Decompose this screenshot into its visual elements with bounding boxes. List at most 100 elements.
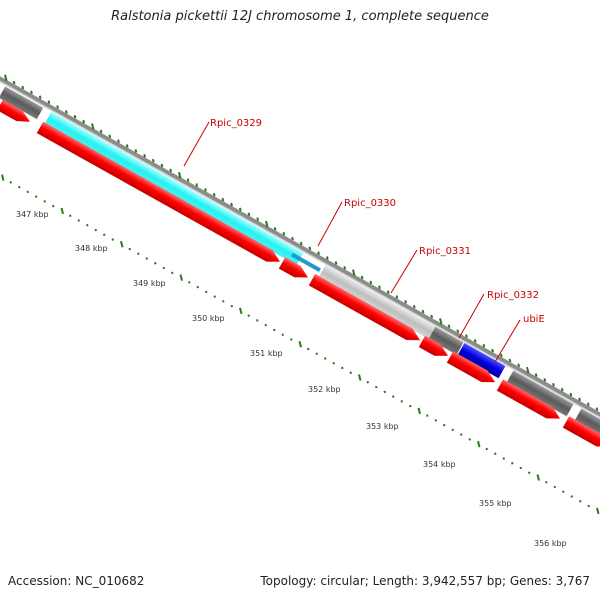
outer-tick <box>230 202 233 207</box>
inner-tick <box>205 290 208 294</box>
gene-label: Rpic_0332 <box>487 290 539 301</box>
cds-arrow <box>278 257 308 278</box>
gene-label: Rpic_0331 <box>419 246 471 257</box>
gene-leader-line <box>183 121 210 167</box>
inner-tick <box>332 362 335 365</box>
outer-tick <box>221 197 225 202</box>
inner-tick <box>120 241 124 248</box>
kbp-tick-label: 356 kbp <box>534 539 567 548</box>
inner-tick <box>579 500 582 503</box>
outer-tick <box>395 295 399 299</box>
gene-label: Rpic_0330 <box>344 198 396 209</box>
outer-tick <box>352 269 356 276</box>
inner-tick <box>52 204 55 208</box>
inner-tick <box>69 214 72 217</box>
outer-tick <box>56 105 59 109</box>
kbp-tick-label: 350 kbp <box>192 314 225 323</box>
outer-tick <box>456 329 460 333</box>
outer-tick <box>317 251 320 255</box>
outer-tick <box>465 334 468 338</box>
gene-leader-line <box>317 201 343 247</box>
inner-tick <box>26 190 29 194</box>
outer-tick <box>151 158 155 163</box>
cds-arrow <box>36 121 281 262</box>
cds-arrow <box>418 335 448 356</box>
inner-tick <box>18 185 21 189</box>
gene-leader-line <box>390 249 418 294</box>
kbp-tick-label: 349 kbp <box>133 279 166 288</box>
inner-tick <box>9 181 12 184</box>
inner-tick <box>35 195 38 198</box>
outer-tick <box>73 115 77 119</box>
inner-tick <box>86 223 89 227</box>
inner-tick <box>230 304 233 308</box>
outer-tick <box>134 149 138 153</box>
inner-tick <box>94 228 97 232</box>
gene-stripe <box>291 252 321 272</box>
outer-tick <box>195 183 199 187</box>
inner-tick <box>298 340 302 348</box>
inner-tick <box>536 474 540 481</box>
outer-tick <box>91 123 95 130</box>
inner-tick <box>137 252 140 256</box>
inner-tick <box>596 507 600 515</box>
outer-tick <box>169 168 173 173</box>
outer-tick <box>534 373 538 377</box>
inner-tick <box>451 428 454 432</box>
outer-tick <box>30 90 33 95</box>
kbp-tick-label: 348 kbp <box>75 244 108 253</box>
inner-tick <box>196 285 199 289</box>
outer-tick <box>238 207 242 212</box>
outer-tick <box>386 290 390 294</box>
inner-tick <box>171 271 174 275</box>
outer-tick <box>256 217 260 221</box>
outer-tick <box>308 246 312 251</box>
outer-tick <box>204 188 207 192</box>
map-title: Ralstonia pickettii 12J chromosome 1, co… <box>111 9 489 24</box>
outer-tick <box>595 407 599 411</box>
cds-arrow <box>496 379 560 419</box>
outer-tick <box>47 100 51 104</box>
outer-tick <box>421 309 425 314</box>
inner-tick <box>281 333 284 336</box>
outer-tick <box>125 144 129 148</box>
inner-tick <box>145 257 148 260</box>
outer-tick <box>473 339 477 343</box>
inner-tick <box>545 481 548 484</box>
gene-leader-line <box>458 293 485 339</box>
inner-tick <box>358 374 362 381</box>
inner-tick <box>553 485 556 489</box>
inner-tick <box>154 262 157 265</box>
inner-tick <box>264 323 267 327</box>
inner-tick <box>392 395 395 398</box>
outer-tick <box>143 153 146 158</box>
accession-text: Accession: NC_010682 <box>8 574 145 588</box>
inner-tick <box>375 385 378 389</box>
kbp-tick-label: 352 kbp <box>308 385 341 394</box>
inner-tick <box>247 314 250 317</box>
outer-tick <box>526 366 530 374</box>
inner-tick <box>485 447 488 451</box>
inner-tick <box>77 219 80 222</box>
outer-tick <box>99 129 103 134</box>
summary-text: Topology: circular; Length: 3,942,557 bp… <box>260 574 590 588</box>
outer-tick <box>247 212 251 216</box>
inner-tick <box>60 207 64 215</box>
inner-tick <box>128 247 131 251</box>
outer-tick <box>108 134 112 139</box>
kbp-tick-label: 347 kbp <box>16 210 49 219</box>
gene-label: Rpic_0329 <box>210 118 262 129</box>
inner-tick <box>188 281 191 284</box>
inner-tick <box>315 352 318 355</box>
inner-tick <box>273 328 276 332</box>
inner-tick <box>349 371 352 375</box>
inner-tick <box>43 200 46 203</box>
cds-arrow <box>562 416 600 447</box>
kbp-tick-label: 353 kbp <box>366 422 399 431</box>
inner-tick <box>213 295 216 298</box>
cds-arrow <box>0 99 30 122</box>
outer-tick <box>412 305 416 309</box>
inner-tick <box>502 457 505 460</box>
inner-tick <box>426 414 429 417</box>
outer-tick <box>160 163 164 168</box>
